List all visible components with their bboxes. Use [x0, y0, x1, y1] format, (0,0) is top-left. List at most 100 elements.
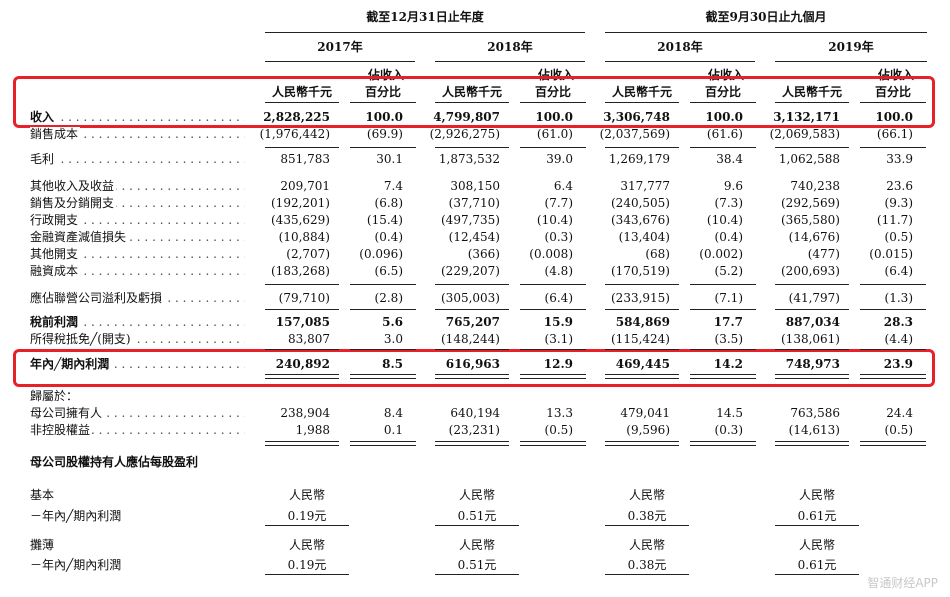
year-header-2: 2018年 — [487, 40, 533, 54]
table-cell: 33.9 — [886, 152, 913, 166]
row-label: 其他收入及收益 — [30, 179, 117, 193]
table-cell: (229,207) — [441, 264, 500, 278]
table-cell: (305,003) — [441, 291, 500, 305]
subtotal-rule — [860, 284, 926, 285]
table-cell: 7.4 — [383, 179, 403, 193]
table-cell: 23.6 — [886, 179, 913, 193]
subtotal-rule — [605, 349, 679, 350]
eps-title: 母公司股權持有人應佔每股盈利 — [30, 455, 199, 469]
row-leader-dots: . . . . . . . . . . . . . . . . . . . . … — [30, 127, 245, 141]
row-label: 應佔聯營公司溢利及虧損 — [30, 291, 165, 305]
amount-column-header: 人民幣千元 — [271, 85, 332, 99]
row-label: 稅前利潤 — [30, 315, 81, 329]
subtotal-rule — [690, 147, 756, 148]
eps-diluted-label: 攤薄 — [30, 538, 55, 552]
table-cell: (9,596) — [626, 423, 670, 437]
total-double-rule — [690, 441, 756, 446]
year-header-1-rule — [265, 61, 415, 62]
subtotal-rule — [775, 284, 849, 285]
table-cell: (7.1) — [714, 291, 743, 305]
eps-diluted-value: 0.38元 — [627, 558, 667, 572]
table-cell: (366) — [467, 247, 500, 261]
header-underline-amount — [775, 102, 849, 103]
subtotal-rule — [265, 284, 339, 285]
header-underline-pct — [860, 102, 926, 103]
table-cell: 6.4 — [553, 179, 573, 193]
table-cell: 13.3 — [546, 406, 573, 420]
row-label: 金融資產減值損失 — [30, 230, 129, 244]
row-leader-dots: . . . . . . . . . . . . . . . . . . . . … — [30, 247, 245, 261]
table-cell: (497,735) — [441, 213, 500, 227]
eps-basic-label: 基本 — [30, 488, 55, 502]
total-double-rule — [520, 374, 586, 379]
table-cell: (343,676) — [611, 213, 670, 227]
table-cell: (0.5) — [884, 230, 913, 244]
table-cell: (3.1) — [544, 332, 573, 346]
total-double-rule — [265, 374, 339, 379]
table-cell: 4,799,807 — [433, 110, 500, 124]
total-double-rule — [605, 374, 679, 379]
table-cell: 308,150 — [450, 179, 500, 193]
subtotal-rule — [435, 309, 509, 310]
eps-basic-value: 0.19元 — [287, 509, 327, 523]
table-cell: (115,424) — [611, 332, 670, 346]
pct-column-header: 百分比 — [704, 85, 741, 99]
table-cell: (7.3) — [714, 196, 743, 210]
subtotal-rule — [860, 147, 926, 148]
total-double-rule — [775, 374, 849, 379]
table-cell: (37,710) — [448, 196, 500, 210]
table-cell: 14.2 — [713, 357, 743, 371]
table-cell: 39.0 — [546, 152, 573, 166]
period-header-nine-months: 截至9月30日止九個月 — [705, 10, 827, 24]
watermark: 智通财经APP — [867, 576, 938, 590]
table-cell: (0.002) — [699, 247, 743, 261]
table-cell: (292,569) — [781, 196, 840, 210]
eps-diluted-value: 0.61元 — [797, 558, 837, 572]
eps-currency: 人民幣 — [288, 538, 325, 552]
table-cell: 100.0 — [705, 110, 743, 124]
table-cell: 9.6 — [723, 179, 743, 193]
total-double-rule — [520, 441, 586, 446]
table-cell: 15.9 — [543, 315, 573, 329]
table-cell: (14,613) — [788, 423, 840, 437]
subtotal-rule — [265, 309, 339, 310]
table-cell: (1.3) — [884, 291, 913, 305]
table-cell: (12,454) — [448, 230, 500, 244]
eps-rule — [435, 574, 519, 575]
eps-rule — [775, 574, 859, 575]
subtotal-rule — [605, 309, 679, 310]
table-cell: (6.4) — [884, 264, 913, 278]
table-cell: (15.4) — [366, 213, 403, 227]
table-cell: 616,963 — [445, 357, 500, 371]
table-cell: (69.9) — [366, 127, 403, 141]
eps-currency: 人民幣 — [288, 488, 325, 502]
row-label: 母公司擁有人 — [30, 406, 105, 420]
table-cell: 317,777 — [620, 179, 670, 193]
table-cell: (183,268) — [271, 264, 330, 278]
table-cell: 3,306,748 — [603, 110, 670, 124]
period-header-annual-rule — [265, 32, 585, 33]
total-double-rule — [860, 441, 926, 446]
total-double-rule — [775, 441, 849, 446]
table-cell: 5.6 — [382, 315, 403, 329]
table-cell: (14,676) — [788, 230, 840, 244]
eps-rule — [775, 525, 859, 526]
table-cell: (68) — [645, 247, 670, 261]
subtotal-rule — [350, 147, 416, 148]
row-label: 銷售成本 — [30, 127, 81, 141]
table-cell: (2,069,583) — [769, 127, 840, 141]
table-cell: (7.7) — [544, 196, 573, 210]
table-cell: 765,207 — [445, 315, 500, 329]
total-double-rule — [690, 374, 756, 379]
row-label: 其他開支 — [30, 247, 81, 261]
row-leader-dots: . . . . . . . . . . . . . . . . . . . . … — [30, 315, 245, 329]
table-cell: (233,915) — [611, 291, 670, 305]
total-double-rule — [435, 441, 509, 446]
table-cell: 1,062,588 — [778, 152, 840, 166]
table-cell: 14.5 — [716, 406, 743, 420]
table-cell: (148,244) — [441, 332, 500, 346]
table-cell: 100.0 — [535, 110, 573, 124]
table-cell: (3.5) — [714, 332, 743, 346]
eps-currency: 人民幣 — [458, 488, 495, 502]
subtotal-rule — [350, 284, 416, 285]
